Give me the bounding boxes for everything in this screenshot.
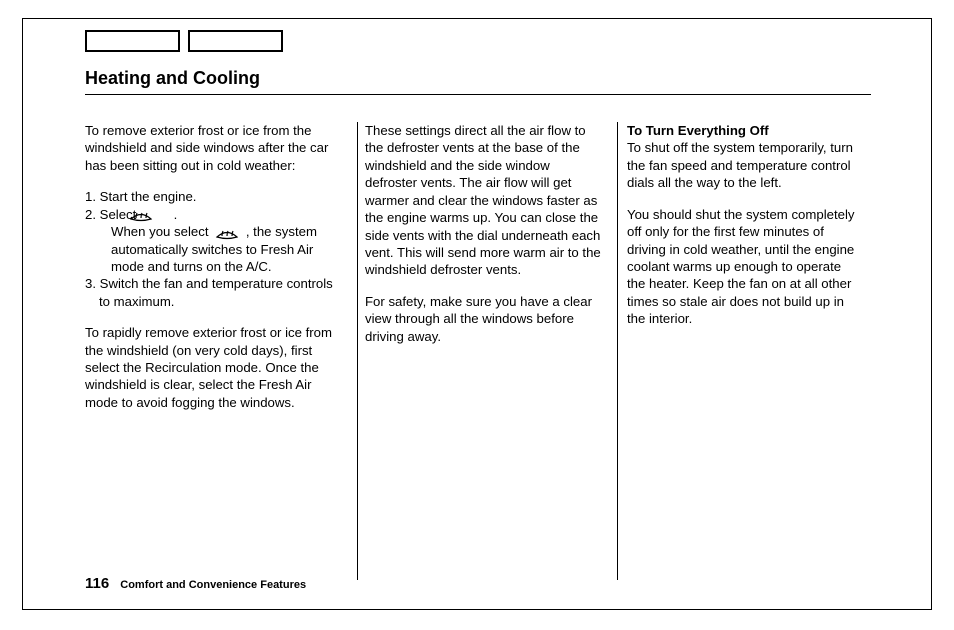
chapter-name: Comfort and Convenience Features bbox=[120, 579, 306, 591]
page-footer: 116 Comfort and Convenience Features bbox=[85, 575, 306, 592]
list-item-3: 3. Switch the fan and temperature contro… bbox=[85, 275, 341, 310]
list-item-2-cont: When you select , the system automatical… bbox=[85, 223, 341, 275]
column-2: These settings direct all the air flow t… bbox=[357, 122, 617, 580]
section-heading: Heating and Cooling bbox=[85, 68, 260, 89]
column-1: To remove exterior frost or ice from the… bbox=[85, 122, 357, 580]
li2-dot: . bbox=[174, 207, 178, 222]
li2c: When you select bbox=[111, 224, 209, 239]
placeholder-box-1 bbox=[85, 30, 180, 52]
col2-p1: These settings direct all the air flow t… bbox=[365, 122, 601, 279]
col3-block1: To Turn Everything Off To shut off the s… bbox=[627, 122, 855, 192]
column-3: To Turn Everything Off To shut off the s… bbox=[617, 122, 871, 580]
col1-p2: To rapidly remove exterior frost or ice … bbox=[85, 324, 341, 411]
top-placeholder-boxes bbox=[85, 30, 283, 52]
col1-intro: To remove exterior frost or ice from the… bbox=[85, 122, 341, 174]
list-item-2: 2. Select . bbox=[85, 206, 341, 223]
col3-p1: To shut off the system temporarily, turn… bbox=[627, 140, 853, 190]
page-number: 116 bbox=[85, 575, 109, 592]
placeholder-box-2 bbox=[188, 30, 283, 52]
defrost-icon bbox=[214, 226, 240, 240]
col3-subheading: To Turn Everything Off bbox=[627, 123, 769, 138]
heading-rule bbox=[85, 94, 871, 95]
col1-list: 1. Start the engine. 2. Select . When yo… bbox=[85, 188, 341, 310]
col2-p2: For safety, make sure you have a clear v… bbox=[365, 293, 601, 345]
defrost-icon bbox=[142, 208, 168, 222]
list-item-1: 1. Start the engine. bbox=[85, 188, 341, 205]
col3-p2: You should shut the system completely of… bbox=[627, 206, 855, 328]
content-columns: To remove exterior frost or ice from the… bbox=[85, 122, 871, 580]
